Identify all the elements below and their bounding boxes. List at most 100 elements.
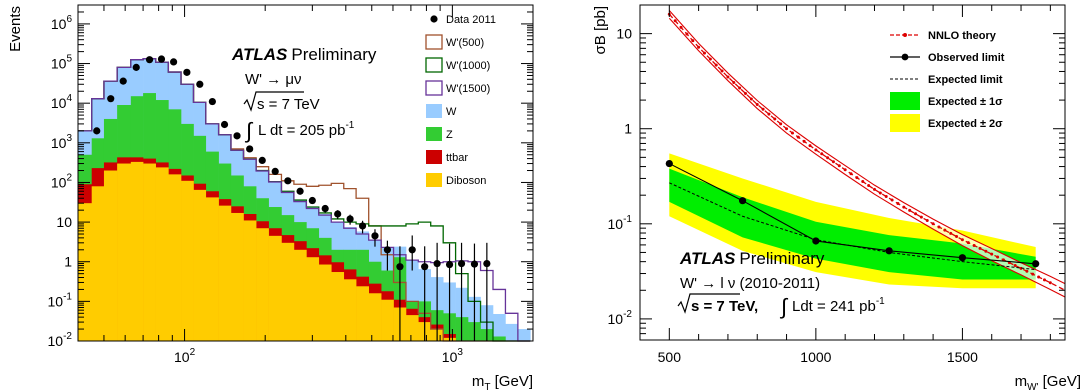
right-lines: [665, 10, 1066, 298]
theory-marker: [984, 249, 988, 253]
theory-marker: [1042, 278, 1046, 282]
theory-marker: [955, 235, 959, 239]
data-point-23: [383, 246, 392, 254]
theory-marker: [773, 117, 777, 121]
bar-diboson-6: [155, 167, 169, 341]
left-y-tick-label: 103: [51, 133, 73, 151]
theory-marker: [1048, 281, 1052, 285]
data-point-12: [246, 145, 254, 153]
legend-swatch-fill: [426, 127, 442, 141]
right-x-tick-label: 1500: [947, 349, 978, 365]
bar-diboson-16: [281, 242, 295, 341]
legend-marker-data: [430, 15, 438, 23]
left-process-label: W' → μν: [245, 71, 302, 88]
signal-line-2: [78, 57, 531, 342]
left-y-tick-label-exp: 2: [66, 172, 72, 183]
legend-label: Expected ± 2σ: [928, 118, 1003, 130]
theory-marker: [872, 187, 876, 191]
right-y-tick-label-exp: -1: [623, 214, 632, 225]
theory-marker: [908, 208, 912, 212]
right-x-tick-label: 1000: [800, 349, 831, 365]
data-point-21: [358, 222, 367, 230]
legend-label: Expected limit: [928, 74, 1003, 86]
legend-label: Expected ± 1σ: [928, 96, 1003, 108]
right-x-axis-symbol: m: [1015, 373, 1028, 390]
theory-marker: [878, 191, 882, 195]
theory-marker: [1013, 264, 1017, 268]
theory-marker: [726, 75, 730, 79]
theory-line: [668, 13, 1066, 291]
right-y-axis-title: σB [pb]: [592, 6, 609, 54]
right-legend: NNLO theory Observed limit Expected limit E…: [890, 30, 1005, 132]
left-lumi-exp: -1: [345, 120, 354, 131]
right-axis-ticks: [639, 4, 1065, 341]
left-y-tick-label: 102: [51, 172, 73, 190]
right-sqrts-label: s = 7 TeV,: [677, 293, 758, 315]
left-y-tick-label-base: 10: [48, 333, 64, 349]
data-point-24: [396, 263, 404, 271]
right-x-tick-label-base: 1000: [800, 349, 831, 365]
theory-marker: [1037, 275, 1041, 279]
right-x-axis-title: mW' [GeV]: [1015, 373, 1081, 392]
legend-label: Observed limit: [928, 52, 1005, 64]
right-lumi-value: Ldt = 241 pb: [792, 298, 876, 315]
theory-marker: [902, 205, 906, 209]
data-point-18: [321, 204, 329, 213]
legend-swatch-fill: [426, 104, 442, 118]
bar-w-34: [505, 323, 519, 341]
bar-diboson-9: [193, 189, 207, 341]
data-point-13: [258, 156, 266, 165]
left-y-tick-label-exp: -2: [63, 331, 72, 342]
bar-diboson-18: [306, 257, 320, 341]
theory-marker: [779, 122, 783, 126]
left-y-tick-label: 105: [51, 54, 73, 72]
left-x-tick-label: 103: [442, 347, 464, 365]
legend-label: W'(500): [446, 37, 484, 49]
data-point-19: [334, 210, 342, 218]
left-x-axis-subscript: T: [484, 382, 490, 392]
theory-marker: [972, 243, 976, 247]
bar-diboson-11: [218, 205, 232, 341]
right-process-label: W' → l ν (2010-2011): [680, 275, 820, 292]
theory-marker: [755, 102, 759, 106]
theory-marker: [855, 176, 859, 180]
right-y-tick-label: 1: [624, 121, 632, 137]
data-point-6: [170, 58, 178, 66]
theory-marker: [738, 86, 742, 90]
left-x-axis-title: mT [GeV]: [472, 373, 533, 392]
theory-marker: [720, 69, 724, 73]
bar-z-33: [493, 336, 506, 341]
left-x-tick-label-base: 10: [174, 349, 190, 365]
right-y-tick-label: 10-1: [608, 214, 633, 232]
theory-marker: [679, 25, 683, 29]
left-sqrts-label: s = 7 TeV: [243, 91, 320, 113]
data-point-15: [284, 177, 292, 185]
left-y-tick-label-base: 1: [64, 254, 72, 270]
legend-swatch-fill: [426, 173, 442, 187]
right-bands: [669, 153, 1036, 289]
legend-label: NNLO theory: [928, 30, 997, 42]
data-point-16: [296, 187, 304, 195]
theory-marker: [761, 107, 765, 111]
data-point-26: [421, 263, 429, 271]
theory-marker: [814, 148, 818, 152]
left-sqrts-text: s = 7 TeV: [257, 96, 320, 113]
left-sqrt-symbol: [243, 91, 304, 112]
theory-marker: [802, 139, 806, 143]
bar-diboson-15: [268, 235, 282, 341]
left-x-tick-label-exp: 2: [190, 347, 196, 358]
data-point-25: [408, 246, 416, 254]
right-atlas-label: ATLAS Preliminary: [679, 249, 825, 268]
left-axis-ticks: [77, 4, 534, 342]
data-point-3: [132, 63, 140, 71]
observed-point-1: [738, 197, 747, 205]
left-atlas-text: ATLAS: [231, 45, 288, 64]
left-stack-bars: [78, 58, 531, 342]
observed-point-4: [958, 254, 967, 262]
data-point-2: [119, 77, 127, 85]
left-y-tick-label-base: 10: [51, 135, 67, 151]
data-point-27: [433, 259, 441, 268]
